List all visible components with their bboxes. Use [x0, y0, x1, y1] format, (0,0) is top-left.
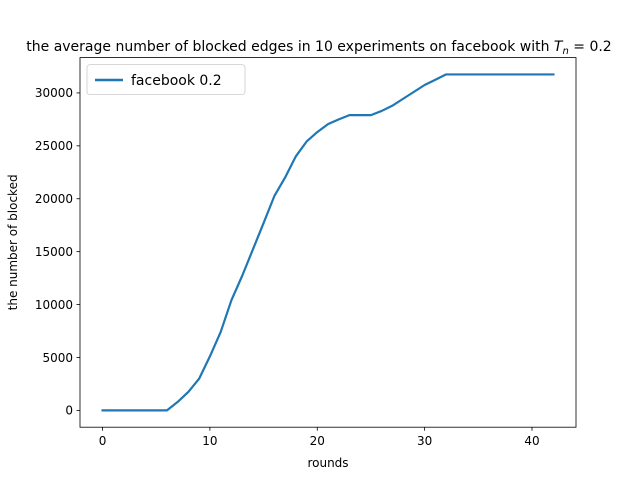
x-axis-ticks: 0 10 20 30 40 [99, 427, 540, 448]
x-tick-label: 40 [524, 434, 539, 448]
y-tick-label: 25000 [35, 139, 73, 153]
chart-title-variable: T [554, 39, 564, 55]
y-axis-label: the number of blocked [6, 174, 20, 310]
x-axis-label: rounds [307, 456, 348, 470]
legend-label-facebook-0.2: facebook 0.2 [131, 73, 222, 89]
x-tick-label: 30 [417, 434, 432, 448]
y-tick-label: 15000 [35, 245, 73, 259]
chart-title-subscript: n [562, 46, 568, 57]
series-line-facebook-0.2 [101, 73, 555, 412]
y-tick-label: 5000 [42, 351, 73, 365]
y-tick-label: 30000 [35, 86, 73, 100]
y-axis-ticks: 0 5000 10000 15000 20000 25000 30000 [35, 86, 80, 418]
x-tick-label: 20 [310, 434, 325, 448]
y-tick-label: 20000 [35, 192, 73, 206]
chart-title: the average number of blocked edges in 1… [26, 39, 611, 57]
legend-box [86, 64, 246, 95]
y-tick-label: 0 [65, 404, 73, 418]
chart-title-prefix: the average number of blocked edges in 1… [26, 39, 554, 55]
x-tick-label: 0 [99, 434, 107, 448]
y-tick-label: 10000 [35, 298, 73, 312]
legend: facebook 0.2 [86, 64, 246, 95]
plot-area [101, 73, 555, 412]
x-tick-label: 10 [202, 434, 217, 448]
axes-frame [79, 57, 577, 428]
chart-title-suffix: = 0.2 [569, 39, 612, 55]
